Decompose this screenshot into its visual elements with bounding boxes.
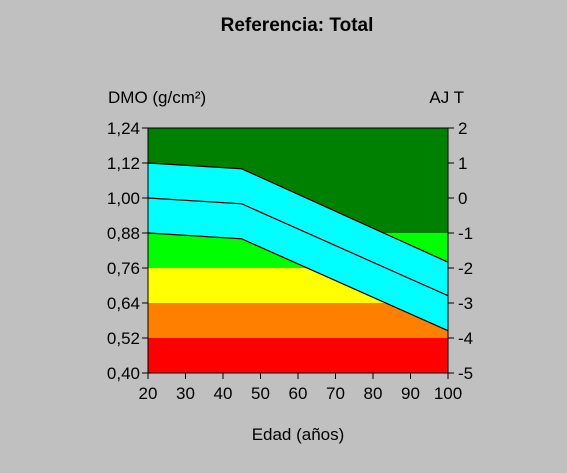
x-tick-label-5: 70 — [326, 384, 345, 403]
y2-tick-label-0: -5 — [458, 364, 473, 383]
y2-axis: -5 -4 -3 -2 -1 0 1 2 — [448, 119, 473, 383]
y-tick-label-4: 0,88 — [107, 224, 140, 243]
y2-tick-label-4: -1 — [458, 224, 473, 243]
chart-title: Referencia: Total — [221, 15, 374, 36]
y-tick-label-2: 0,64 — [107, 294, 140, 313]
series-lines — [147, 162, 449, 332]
y-tick-label-6: 1,12 — [107, 154, 140, 173]
y2-tick-label-2: -3 — [458, 294, 473, 313]
x-tick-label-7: 90 — [401, 384, 420, 403]
x-tick-label-0: 20 — [139, 384, 158, 403]
band-0 — [148, 338, 448, 373]
y-tick-label-0: 0,40 — [107, 364, 140, 383]
x-tick-label-1: 30 — [176, 384, 195, 403]
y-tick-label-3: 0,76 — [107, 259, 140, 278]
y-tick-label-7: 1,24 — [107, 119, 140, 138]
y2-tick-label-7: 2 — [458, 119, 467, 138]
y2-axis-label: AJ T — [429, 88, 464, 107]
y2-tick-label-1: -4 — [458, 329, 473, 348]
x-tick-label-8: 100 — [434, 384, 462, 403]
y2-tick-label-5: 0 — [458, 189, 467, 208]
y-axis: 0,40 0,52 0,64 0,76 0,88 1,00 1,12 1,24 — [107, 119, 148, 383]
reference-band — [148, 163, 448, 331]
y2-tick-label-6: 1 — [458, 154, 467, 173]
y-axis-label: DMO (g/cm²) — [108, 88, 206, 107]
x-tick-label-2: 40 — [214, 384, 233, 403]
series-line-1 — [147, 197, 449, 297]
y-tick-label-1: 0,52 — [107, 329, 140, 348]
x-axis-label: Edad (años) — [252, 425, 345, 444]
x-axis: 20 30 40 50 60 70 80 90 100 — [139, 373, 462, 403]
x-tick-label-6: 80 — [364, 384, 383, 403]
y-tick-label-5: 1,00 — [107, 189, 140, 208]
y2-tick-label-3: -2 — [458, 259, 473, 278]
x-tick-label-4: 60 — [289, 384, 308, 403]
x-tick-label-3: 50 — [251, 384, 270, 403]
series-line-0 — [147, 162, 449, 263]
series-line-2 — [147, 232, 449, 332]
